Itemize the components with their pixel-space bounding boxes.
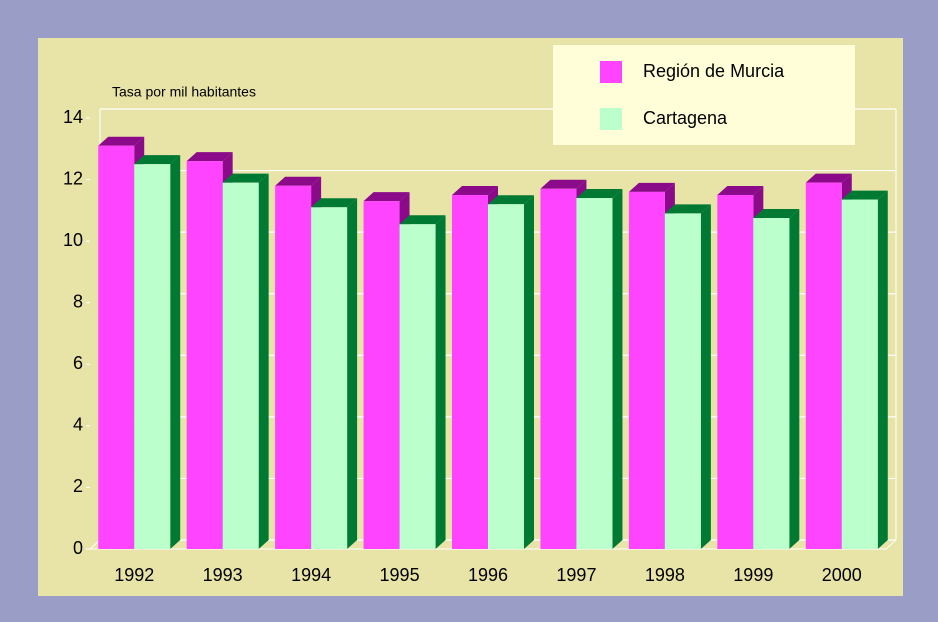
bar bbox=[664, 204, 711, 549]
bar-face bbox=[134, 155, 181, 165]
bar-face bbox=[363, 192, 410, 202]
legend-label: Cartagena bbox=[643, 108, 728, 128]
bar bbox=[753, 209, 800, 549]
y-tick-label: 0 bbox=[73, 538, 83, 558]
bar-face bbox=[789, 209, 800, 549]
y-tick-label: 10 bbox=[63, 230, 83, 250]
bar-face bbox=[363, 201, 400, 549]
bar-face bbox=[700, 204, 711, 549]
bar-face bbox=[488, 204, 524, 549]
bar-face bbox=[841, 199, 878, 549]
x-tick-label: 1999 bbox=[733, 565, 773, 585]
bar-face bbox=[186, 161, 223, 549]
bar-face bbox=[222, 182, 259, 549]
bar-face bbox=[222, 173, 269, 183]
bar-face bbox=[628, 182, 675, 192]
legend-swatch bbox=[600, 61, 622, 83]
x-tick-label: 1994 bbox=[291, 565, 331, 585]
x-tick-label: 1995 bbox=[380, 565, 420, 585]
bar-face bbox=[524, 195, 534, 549]
y-tick-label: 12 bbox=[63, 168, 83, 188]
bar-face bbox=[664, 204, 711, 214]
bar-face bbox=[98, 136, 145, 146]
bar-face bbox=[134, 164, 171, 549]
y-axis-label: Tasa por mil habitantes bbox=[112, 84, 256, 100]
bar-face bbox=[452, 194, 488, 549]
bar-face bbox=[628, 191, 665, 549]
bar-face bbox=[311, 207, 348, 549]
bar bbox=[311, 198, 358, 549]
bar bbox=[841, 190, 888, 549]
bar-face bbox=[717, 194, 754, 549]
bar-face bbox=[452, 185, 498, 195]
y-tick-label: 2 bbox=[73, 476, 83, 496]
bar-face bbox=[258, 173, 269, 549]
x-tick-label: 1998 bbox=[645, 565, 685, 585]
legend-label: Región de Murcia bbox=[643, 61, 785, 81]
bar-face bbox=[399, 215, 446, 225]
bar bbox=[222, 173, 269, 549]
bar bbox=[576, 189, 623, 550]
bar-face bbox=[841, 190, 888, 200]
x-tick-label: 1997 bbox=[556, 565, 596, 585]
bar-face bbox=[717, 185, 764, 195]
bar-face bbox=[488, 195, 534, 205]
bar-face bbox=[311, 198, 358, 208]
x-tick-label: 2000 bbox=[822, 565, 862, 585]
bar-face bbox=[805, 173, 852, 183]
y-tick-label: 6 bbox=[73, 353, 83, 373]
bar-face bbox=[576, 189, 623, 199]
bar-face bbox=[576, 198, 613, 550]
bar-face bbox=[664, 213, 701, 549]
x-tick-label: 1993 bbox=[203, 565, 243, 585]
bar-face bbox=[275, 185, 312, 549]
y-tick-label: 8 bbox=[73, 291, 83, 311]
bar-face bbox=[399, 224, 436, 550]
bar-face bbox=[347, 198, 358, 549]
y-tick-label: 4 bbox=[73, 415, 83, 435]
bar-face bbox=[877, 190, 888, 549]
bar-face bbox=[275, 176, 322, 186]
bar-face bbox=[753, 218, 790, 549]
bar-face bbox=[435, 215, 446, 550]
bar-face bbox=[753, 209, 800, 219]
bar-face bbox=[540, 179, 587, 189]
bar-face bbox=[98, 145, 135, 549]
floor-line bbox=[885, 539, 897, 550]
bar bbox=[488, 195, 534, 549]
x-tick-label: 1992 bbox=[114, 565, 154, 585]
bar-face bbox=[186, 152, 233, 162]
bar-face bbox=[170, 155, 181, 549]
x-tick-label: 1996 bbox=[468, 565, 508, 585]
bar bbox=[399, 215, 446, 550]
bar-face bbox=[540, 188, 577, 550]
bar-face bbox=[805, 182, 842, 549]
bar-face bbox=[612, 189, 623, 550]
legend-swatch bbox=[600, 108, 622, 130]
y-tick-label: 14 bbox=[63, 107, 83, 127]
bar bbox=[134, 155, 181, 549]
